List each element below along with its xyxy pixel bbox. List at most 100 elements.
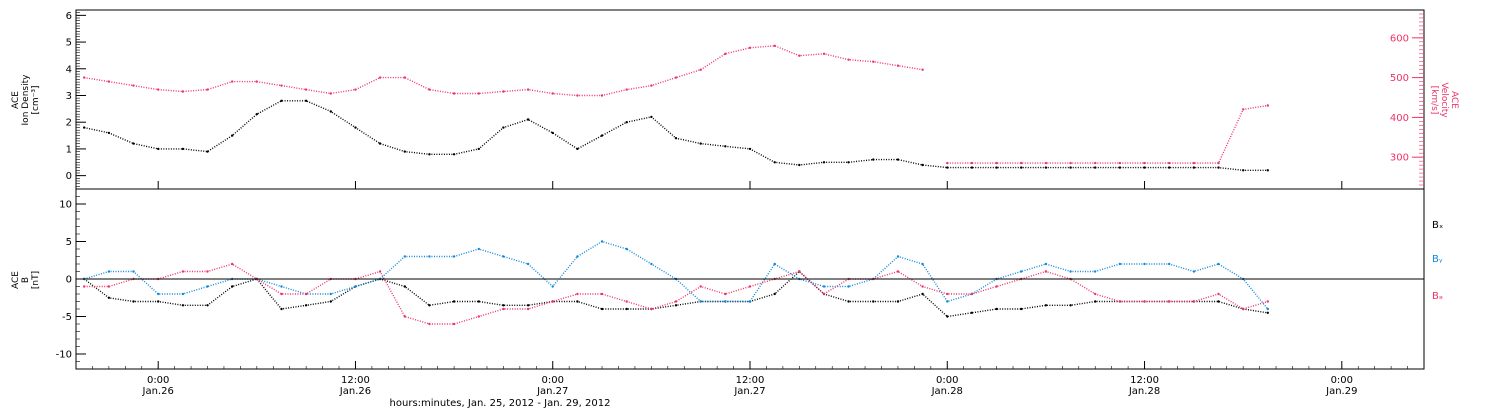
data-point-bz xyxy=(428,322,431,326)
series-line-velocity xyxy=(84,45,923,97)
density-axis-label-line2: Ion Density xyxy=(21,74,31,126)
data-point-bz xyxy=(946,292,949,296)
data-point-bz xyxy=(452,322,456,326)
data-point-density xyxy=(428,153,431,156)
data-point-by xyxy=(1044,262,1048,266)
data-point-density xyxy=(773,161,776,164)
series-line-velocity_late xyxy=(947,104,1268,164)
data-point-velocity_late xyxy=(1020,161,1023,165)
axes-frame: 0123456300400500600-10-505100:00Jan.2612… xyxy=(56,9,1425,397)
data-point-density xyxy=(600,134,604,137)
data-point-bz xyxy=(1266,300,1270,303)
time-tick-label: 0:00 xyxy=(147,375,169,386)
data-point-bz xyxy=(304,292,308,296)
data-point-density xyxy=(872,158,875,161)
data-point-by xyxy=(1143,262,1146,266)
data-point-bz xyxy=(699,285,702,288)
data-point-bx xyxy=(773,292,776,296)
data-point-density xyxy=(107,131,111,135)
data-point-bz xyxy=(231,262,234,266)
data-point-bz xyxy=(1094,292,1097,296)
time-tick-label: 12:00 xyxy=(736,375,765,386)
velocity-tick-label: 600 xyxy=(1390,33,1409,44)
data-point-velocity xyxy=(477,92,480,95)
data-point-bz xyxy=(280,292,283,296)
data-point-velocity_late xyxy=(1094,161,1097,165)
data-point-bx xyxy=(452,300,456,303)
data-point-bz xyxy=(748,285,752,288)
data-point-velocity xyxy=(206,88,209,91)
data-point-bx xyxy=(600,307,604,311)
velocity-axis-label-line2: Velocity xyxy=(1439,82,1449,118)
data-point-density xyxy=(625,121,628,124)
data-point-density xyxy=(946,166,949,169)
data-point-bx xyxy=(1217,300,1220,303)
data-point-bz xyxy=(1192,300,1196,303)
velocity-axis-label: ACE Velocity [km/s] xyxy=(1429,82,1459,118)
data-point-bz xyxy=(1118,300,1122,303)
data-point-bz xyxy=(1044,270,1048,273)
data-point-bz xyxy=(995,285,998,288)
data-point-bx xyxy=(502,304,505,307)
data-point-bx xyxy=(206,304,209,307)
data-point-by xyxy=(452,255,456,258)
data-point-bx xyxy=(231,285,234,288)
data-point-density xyxy=(551,131,554,135)
data-point-bx xyxy=(526,304,530,307)
data-point-velocity xyxy=(378,76,382,79)
data-point-velocity xyxy=(551,92,554,95)
data-point-by xyxy=(181,292,185,296)
data-point-bz xyxy=(724,292,727,296)
data-point-by xyxy=(477,247,480,251)
data-point-velocity xyxy=(132,84,135,87)
data-point-bz xyxy=(181,270,185,273)
data-point-by xyxy=(1217,262,1220,266)
data-point-bx xyxy=(304,304,308,307)
data-point-density xyxy=(650,115,653,119)
data-point-by xyxy=(625,247,628,251)
time-tick-label: 0:00 xyxy=(1331,375,1353,386)
data-point-density xyxy=(1168,166,1171,169)
data-point-density xyxy=(1118,166,1122,169)
data-point-bx xyxy=(403,285,406,288)
data-point-bz xyxy=(551,300,554,303)
data-point-velocity xyxy=(724,52,727,55)
data-point-bz xyxy=(896,270,900,273)
density-tick-label: 2 xyxy=(66,118,72,129)
data-point-bz xyxy=(477,315,480,318)
data-point-velocity_late xyxy=(1168,161,1171,165)
data-point-density xyxy=(157,147,160,151)
data-point-by xyxy=(600,240,604,243)
data-point-bz xyxy=(600,292,604,296)
legend-by: Bᵧ xyxy=(1432,254,1443,265)
data-point-bx xyxy=(1069,304,1072,307)
data-point-velocity xyxy=(255,80,258,83)
data-point-density xyxy=(822,161,826,164)
data-point-velocity xyxy=(872,60,875,63)
data-point-bz xyxy=(1143,300,1146,303)
data-point-by xyxy=(576,255,579,258)
data-point-density xyxy=(477,147,480,151)
data-point-velocity xyxy=(304,88,308,91)
field-axis-label: ACE B [nT] xyxy=(11,271,41,289)
data-point-by xyxy=(1069,270,1072,273)
data-point-velocity xyxy=(452,92,456,95)
data-point-bx xyxy=(896,300,900,303)
data-point-bx xyxy=(157,300,160,303)
series-line-bz xyxy=(84,263,1269,325)
data-point-by xyxy=(847,285,850,288)
data-point-by xyxy=(1192,270,1196,273)
data-point-bz xyxy=(798,270,801,273)
data-point-velocity xyxy=(181,90,185,93)
velocity-tick-label: 400 xyxy=(1390,113,1409,124)
data-point-bx xyxy=(872,300,875,303)
data-point-density xyxy=(452,153,456,156)
density-tick-label: 4 xyxy=(66,64,72,75)
data-point-velocity xyxy=(773,44,776,47)
data-point-by xyxy=(157,292,160,296)
series-line-by xyxy=(83,240,1269,310)
data-point-velocity xyxy=(798,54,801,57)
date-tick-label: Jan.27 xyxy=(733,386,765,397)
legend-bz: Bₔ xyxy=(1432,291,1443,302)
